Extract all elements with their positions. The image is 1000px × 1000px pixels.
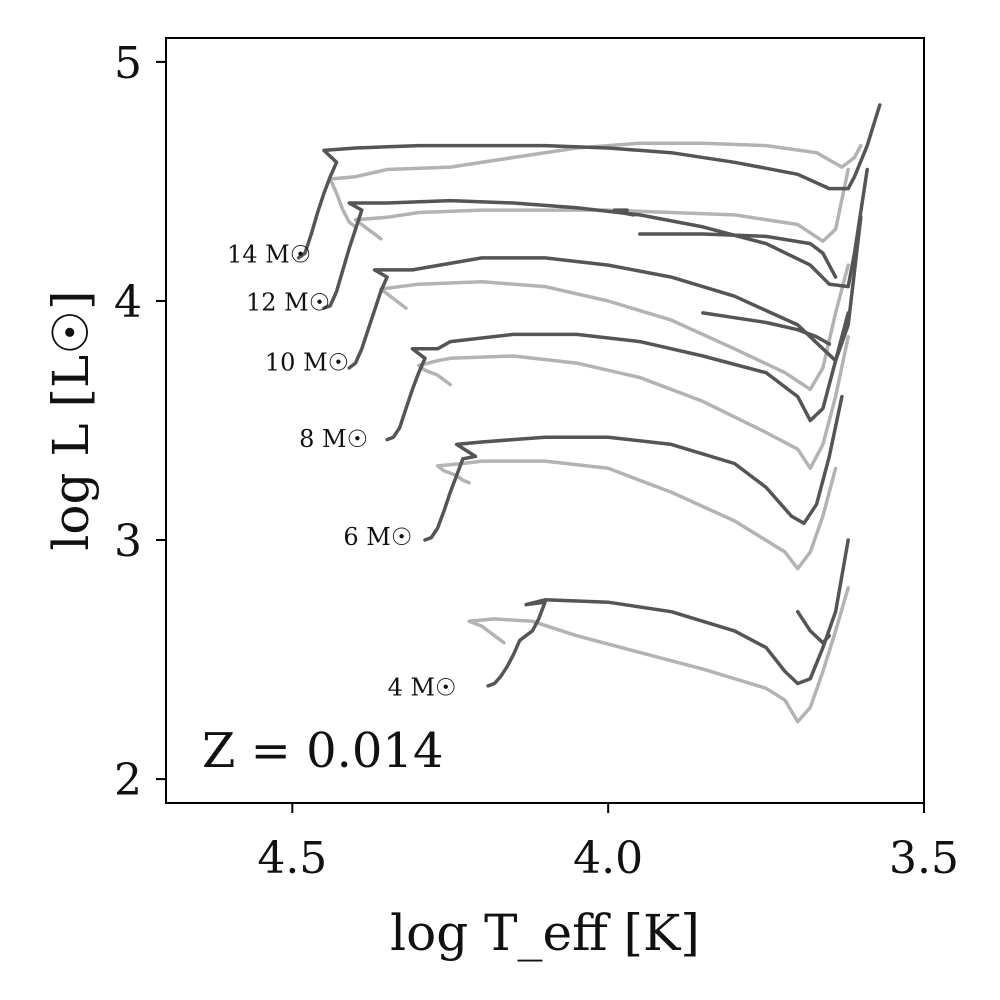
- track-6msun-light-3: [435, 459, 838, 571]
- mass-label-3: 10 M☉: [265, 348, 349, 376]
- track-12msun-light-10: [353, 167, 850, 243]
- track-8msun-dark-6: [385, 311, 850, 442]
- x-tick-label-1: 4.0: [573, 833, 643, 884]
- y-axis-title: log L [L☉]: [42, 290, 100, 550]
- metallicity-annotation: Z = 0.014: [202, 723, 444, 779]
- track-10msun-dark-9: [701, 311, 832, 346]
- track-4msun-dark-2: [795, 609, 832, 645]
- track-4msun-light-0: [467, 586, 850, 724]
- mass-labels: 4 M☉ 6 M☉ 8 M☉ 10 M☉ 12 M☉ 14 M☉: [227, 241, 457, 702]
- track-12msun-dark-11: [322, 167, 869, 310]
- y-tick-label-3: 5: [114, 38, 142, 89]
- track-12msun-dark-12: [638, 232, 838, 279]
- y-tick-label-0: 2: [114, 755, 142, 806]
- x-tick-label-2: 3.5: [889, 833, 959, 884]
- y-tick-label-2: 4: [114, 277, 142, 328]
- mass-label-0: 4 M☉: [388, 673, 457, 701]
- track-4msun-dark-1: [486, 538, 850, 688]
- plot-frame: [165, 37, 925, 804]
- x-axis-ticks: 4.5 4.0 3.5: [257, 803, 959, 884]
- track-8msun-light-5: [416, 335, 850, 471]
- track-6msun-dark-4: [423, 394, 844, 542]
- x-tick-label-0: 4.5: [257, 833, 327, 884]
- track-14msun-light-13: [328, 141, 863, 229]
- track-10msun-light-7: [379, 263, 850, 392]
- mass-label-1: 6 M☉: [343, 523, 412, 551]
- track-14msun-dark-15: [612, 208, 636, 217]
- track-10msun-dark-8: [347, 215, 863, 370]
- mass-label-5: 14 M☉: [227, 241, 311, 269]
- y-axis-ticks: 2 3 4 5: [114, 38, 166, 806]
- mass-label-4: 12 M☉: [246, 289, 330, 317]
- evolutionary-tracks: [296, 103, 882, 724]
- x-axis-title: log T_eff [K]: [390, 904, 700, 962]
- mass-label-2: 8 M☉: [299, 425, 368, 453]
- y-tick-label-1: 3: [114, 516, 142, 567]
- track-14msun-dark-14: [296, 103, 882, 260]
